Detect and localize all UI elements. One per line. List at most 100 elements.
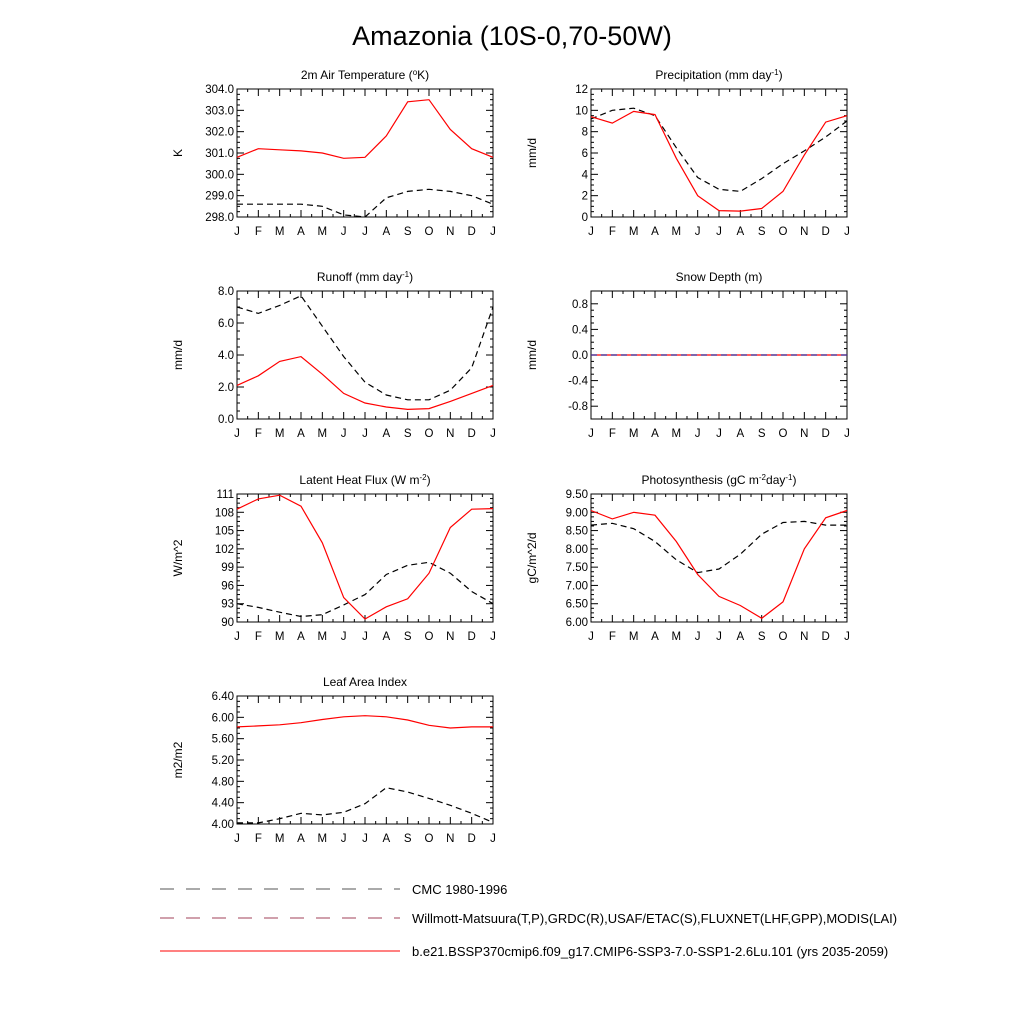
y-tick-label: 7.50 (566, 562, 588, 574)
x-tick-label: M (275, 833, 285, 845)
y-tick-label: -0.8 (568, 401, 588, 413)
x-tick-label: O (425, 833, 434, 845)
chart-panel: J F M A M J J A S O N D J298.0299.0300.0301.0302.030… (171, 68, 496, 239)
x-tick-label: O (779, 631, 788, 643)
chart-panel: J F M A M J J A S O N D J90939699102105108111Latent … (171, 473, 496, 644)
x-tick-label: J (716, 428, 722, 440)
y-tick-label: 2 (582, 191, 588, 203)
plot-frame (236, 88, 494, 218)
x-tick-label: N (800, 631, 808, 643)
chart-panel: J F M A M J J A S O N D J4.004.404.805.205.606.006.4… (171, 675, 496, 845)
y-tick-label: 2.0 (218, 382, 234, 394)
x-tick-label: A (297, 428, 305, 440)
series-line (236, 295, 494, 401)
x-tick-label: J (234, 428, 240, 440)
y-tick-label: 12 (575, 84, 588, 96)
y-tick-label: 108 (215, 507, 234, 519)
x-tick-label: A (651, 428, 659, 440)
legend-label: Willmott-Matsuura(T,P),GRDC(R),USAF/ETAC… (412, 911, 897, 926)
series-line (590, 520, 847, 574)
x-tick-label: S (404, 428, 412, 440)
y-tick-label: 5.60 (212, 734, 234, 746)
x-tick-label: J (844, 226, 850, 238)
x-tick-label: J (341, 428, 347, 440)
legend-item: Willmott-Matsuura(T,P),GRDC(R),USAF/ETAC… (160, 911, 897, 926)
panel-title: 2m Air Temperature (oK) (301, 68, 429, 83)
x-tick-label: O (425, 631, 434, 643)
series-line (590, 107, 848, 193)
y-tick-label: 90 (221, 617, 234, 629)
x-tick-label: N (800, 428, 808, 440)
x-tick-label: S (404, 833, 412, 845)
x-tick-label: M (318, 226, 328, 238)
y-tick-label: 93 (221, 599, 234, 611)
x-tick-label: D (468, 428, 476, 440)
x-tick-label: S (404, 631, 412, 643)
x-tick-label: A (736, 631, 744, 643)
x-tick-label: M (672, 226, 682, 238)
y-tick-label: 6.40 (212, 691, 234, 703)
x-tick-label: A (382, 226, 390, 238)
y-axis-label: mm/d (525, 138, 539, 168)
x-tick-label: J (341, 226, 347, 238)
y-tick-label: 105 (215, 526, 234, 538)
y-tick-label: 6.50 (566, 599, 588, 611)
x-tick-label: N (446, 226, 454, 238)
x-tick-label: O (425, 428, 434, 440)
y-tick-label: 301.0 (205, 148, 234, 160)
x-tick-label: F (255, 428, 262, 440)
plot-frame (236, 493, 494, 623)
x-tick-label: J (362, 631, 368, 643)
panel-title: Snow Depth (m) (676, 270, 763, 284)
x-tick-label: J (695, 428, 701, 440)
panel-title: Photosynthesis (gC m-2day-1) (642, 473, 797, 488)
x-tick-label: A (736, 226, 744, 238)
x-tick-label: O (779, 226, 788, 238)
series-line (237, 787, 494, 824)
y-tick-label: 8.50 (566, 526, 588, 538)
x-tick-label: F (609, 631, 616, 643)
y-tick-label: 300.0 (205, 169, 234, 181)
x-tick-label: J (695, 631, 701, 643)
y-tick-label: 0.0 (218, 414, 234, 426)
y-tick-label: 5.20 (212, 755, 234, 767)
legend-item: b.e21.BSSP370cmip6.f09_g17.CMIP6-SSP3-7.… (160, 944, 888, 959)
y-tick-label: 0.8 (572, 299, 588, 311)
x-tick-label: D (468, 226, 476, 238)
x-tick-label: J (844, 631, 850, 643)
chart-panel: J F M A M J J A S O N D J6.006.507.007.508.008.509.0… (525, 473, 850, 644)
y-tick-label: 10 (575, 105, 588, 117)
x-tick-label: S (404, 226, 412, 238)
x-tick-label: J (490, 226, 496, 238)
x-tick-label: O (425, 226, 434, 238)
y-tick-label: 102 (215, 544, 234, 556)
y-axis-label: gC/m^2/d (525, 533, 539, 584)
x-tick-label: A (297, 631, 305, 643)
x-tick-label: J (341, 631, 347, 643)
y-axis-label: W/m^2 (171, 539, 185, 576)
x-tick-label: F (609, 226, 616, 238)
panel-title: Latent Heat Flux (W m-2) (299, 473, 430, 488)
x-tick-label: F (255, 631, 262, 643)
x-tick-label: A (382, 631, 390, 643)
y-tick-label: 99 (221, 562, 234, 574)
y-tick-label: 4.0 (218, 350, 234, 362)
x-tick-label: S (758, 226, 766, 238)
y-tick-label: 302.0 (205, 127, 234, 139)
y-tick-label: 303.0 (205, 105, 234, 117)
y-tick-label: 6.0 (218, 318, 234, 330)
legend-item: CMC 1980-1996 (160, 882, 507, 897)
x-tick-label: J (844, 428, 850, 440)
y-tick-label: 0 (582, 212, 588, 224)
y-tick-label: 8 (582, 127, 588, 139)
y-tick-label: 0.4 (572, 324, 589, 336)
y-tick-label: 6 (582, 148, 588, 160)
series-line (590, 110, 848, 212)
x-tick-label: J (588, 226, 594, 238)
x-tick-label: J (588, 428, 594, 440)
y-tick-label: -0.4 (568, 376, 588, 388)
x-tick-label: D (468, 833, 476, 845)
x-tick-label: A (651, 226, 659, 238)
